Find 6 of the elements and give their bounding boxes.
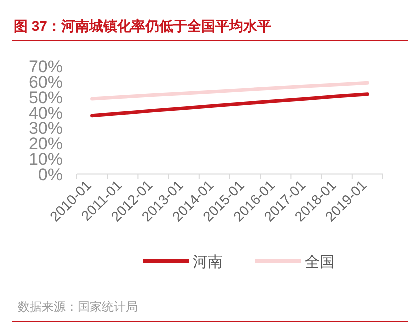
chart-title: 图 37：河南城镇化率仍低于全国平均水平	[14, 18, 272, 34]
legend-label: 全国	[305, 254, 335, 271]
legend-label: 河南	[193, 254, 223, 271]
line-series	[90, 92, 370, 118]
line-series	[90, 81, 370, 101]
source-note: 数据来源：国家统计局	[18, 300, 138, 314]
